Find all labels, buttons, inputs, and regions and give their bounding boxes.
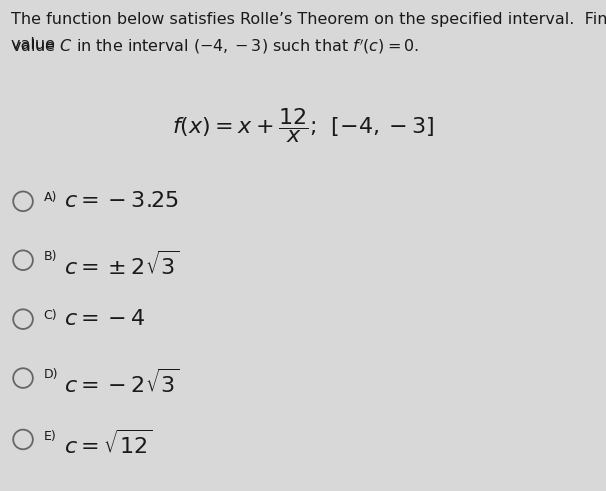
Text: D): D) xyxy=(44,368,58,381)
Text: $f(x) = x + \dfrac{12}{x}$;  $[-4,-3]$: $f(x) = x + \dfrac{12}{x}$; $[-4,-3]$ xyxy=(172,106,434,144)
Text: $c = \pm2\sqrt{3}$: $c = \pm2\sqrt{3}$ xyxy=(64,250,179,279)
Text: B): B) xyxy=(44,250,57,263)
Text: value: value xyxy=(11,37,60,52)
Text: E): E) xyxy=(44,430,56,442)
Text: value $C$ in the interval $\left(-4,-3\right)$ such that $f'(c)=0$.: value $C$ in the interval $\left(-4,-3\r… xyxy=(11,37,419,56)
Text: The function below satisfies Rolle’s Theorem on the specified interval.  Find th: The function below satisfies Rolle’s The… xyxy=(11,12,606,27)
Text: $c = -2\sqrt{3}$: $c = -2\sqrt{3}$ xyxy=(64,368,179,397)
Text: $c = -4$: $c = -4$ xyxy=(64,309,145,329)
Text: C): C) xyxy=(44,309,57,322)
Text: $c = -3.25$: $c = -3.25$ xyxy=(64,191,179,212)
Text: $c = \sqrt{12}$: $c = \sqrt{12}$ xyxy=(64,430,152,458)
Text: A): A) xyxy=(44,191,57,204)
